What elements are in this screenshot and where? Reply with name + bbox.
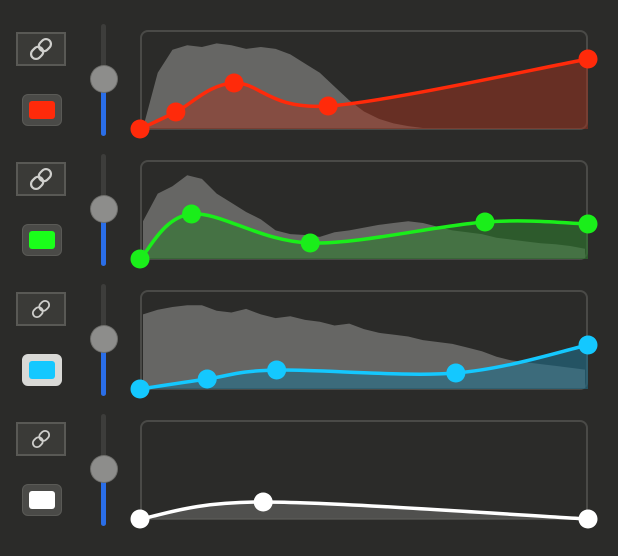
color-swatch-red [29,101,55,119]
channel-row-green [0,130,618,269]
curve-area-blue [140,345,588,389]
curve-line-white [139,500,589,521]
color-swatch-blue [29,361,55,379]
slider-thumb-icon[interactable] [91,326,117,352]
curve-control-point-blue-0[interactable] [130,379,150,399]
curve-control-point-green-4[interactable] [578,214,598,234]
color-swatch-green [29,231,55,249]
slider-thumb-icon[interactable] [91,456,117,482]
curve-control-point-blue-2[interactable] [267,360,287,380]
histogram-blue [143,305,585,388]
slider-fill [101,80,106,136]
slider-fill [101,340,106,396]
curve-control-point-red-0[interactable] [130,119,150,139]
curve-control-point-green-1[interactable] [182,204,202,224]
curve-graph-green [130,175,598,269]
curve-graph-blue [130,305,598,399]
curve-graph-red [130,43,598,139]
curve-control-point-blue-4[interactable] [578,335,598,355]
link-icon [31,299,51,319]
curve-area-red [140,59,588,129]
link-icon [31,429,51,449]
link-toggle-blue[interactable] [16,292,66,326]
curve-control-point-white-2[interactable] [578,509,598,529]
curve-control-point-blue-3[interactable] [446,363,466,383]
channel-swatch-button-red[interactable] [22,94,62,126]
curve-control-point-red-3[interactable] [318,96,338,116]
link-toggle-red[interactable] [16,32,66,66]
curve-control-point-red-1[interactable] [166,102,186,122]
curve-line-blue [139,343,589,391]
channel-swatch-button-blue[interactable] [22,354,62,386]
curve-control-point-blue-1[interactable] [197,369,217,389]
link-icon [29,37,53,61]
channel-row-white [0,390,618,529]
curve-control-point-green-3[interactable] [475,212,495,232]
slider-fill [101,210,106,266]
curve-control-point-green-0[interactable] [130,249,150,269]
curve-control-point-white-1[interactable] [253,492,273,512]
channel-row-blue [0,260,618,399]
curve-control-point-green-2[interactable] [300,233,320,253]
curve-graph-white [130,492,598,529]
channel-row-red [0,0,618,139]
curve-control-point-red-4[interactable] [578,49,598,69]
channel-swatch-button-white[interactable] [22,484,62,516]
curve-control-point-red-2[interactable] [224,73,244,93]
slider-thumb-icon[interactable] [91,196,117,222]
curve-area-white [140,502,588,519]
link-toggle-green[interactable] [16,162,66,196]
slider-fill [101,470,106,526]
link-icon [29,167,53,191]
curve-control-point-white-0[interactable] [130,509,150,529]
slider-thumb-icon[interactable] [91,66,117,92]
color-swatch-white [29,491,55,509]
link-toggle-white[interactable] [16,422,66,456]
channel-swatch-button-green[interactable] [22,224,62,256]
